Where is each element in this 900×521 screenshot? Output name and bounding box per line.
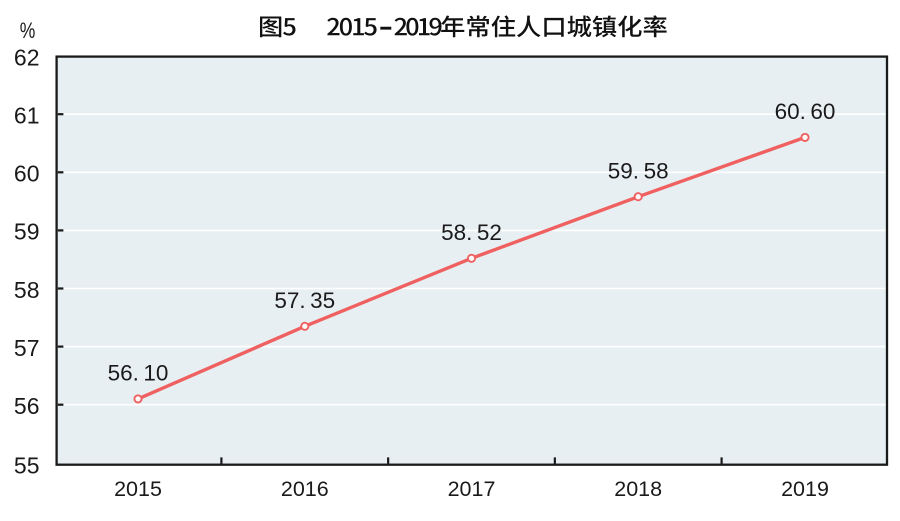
svg-text:59.58: 59. 58 [608,159,669,184]
svg-text:58.52: 58. 52 [441,220,502,245]
svg-text:60.60: 60. 60 [775,99,836,124]
svg-text:2017: 2017 [448,477,496,501]
svg-text:57: 57 [14,335,40,361]
svg-text:2016: 2016 [281,477,329,501]
svg-text:2019: 2019 [781,477,829,501]
svg-text:61: 61 [14,103,40,129]
svg-text:56.10: 56. 10 [108,361,169,386]
svg-text:2015: 2015 [114,477,162,501]
svg-text:62: 62 [14,44,40,70]
svg-text:57.35: 57. 35 [274,288,335,313]
svg-text:2018: 2018 [614,477,662,501]
svg-text:60: 60 [14,161,40,187]
svg-text:58: 58 [14,277,40,303]
svg-text:%: % [20,19,36,44]
svg-text:56: 56 [14,393,40,419]
svg-text:59: 59 [14,219,40,245]
svg-text:55: 55 [14,453,40,479]
